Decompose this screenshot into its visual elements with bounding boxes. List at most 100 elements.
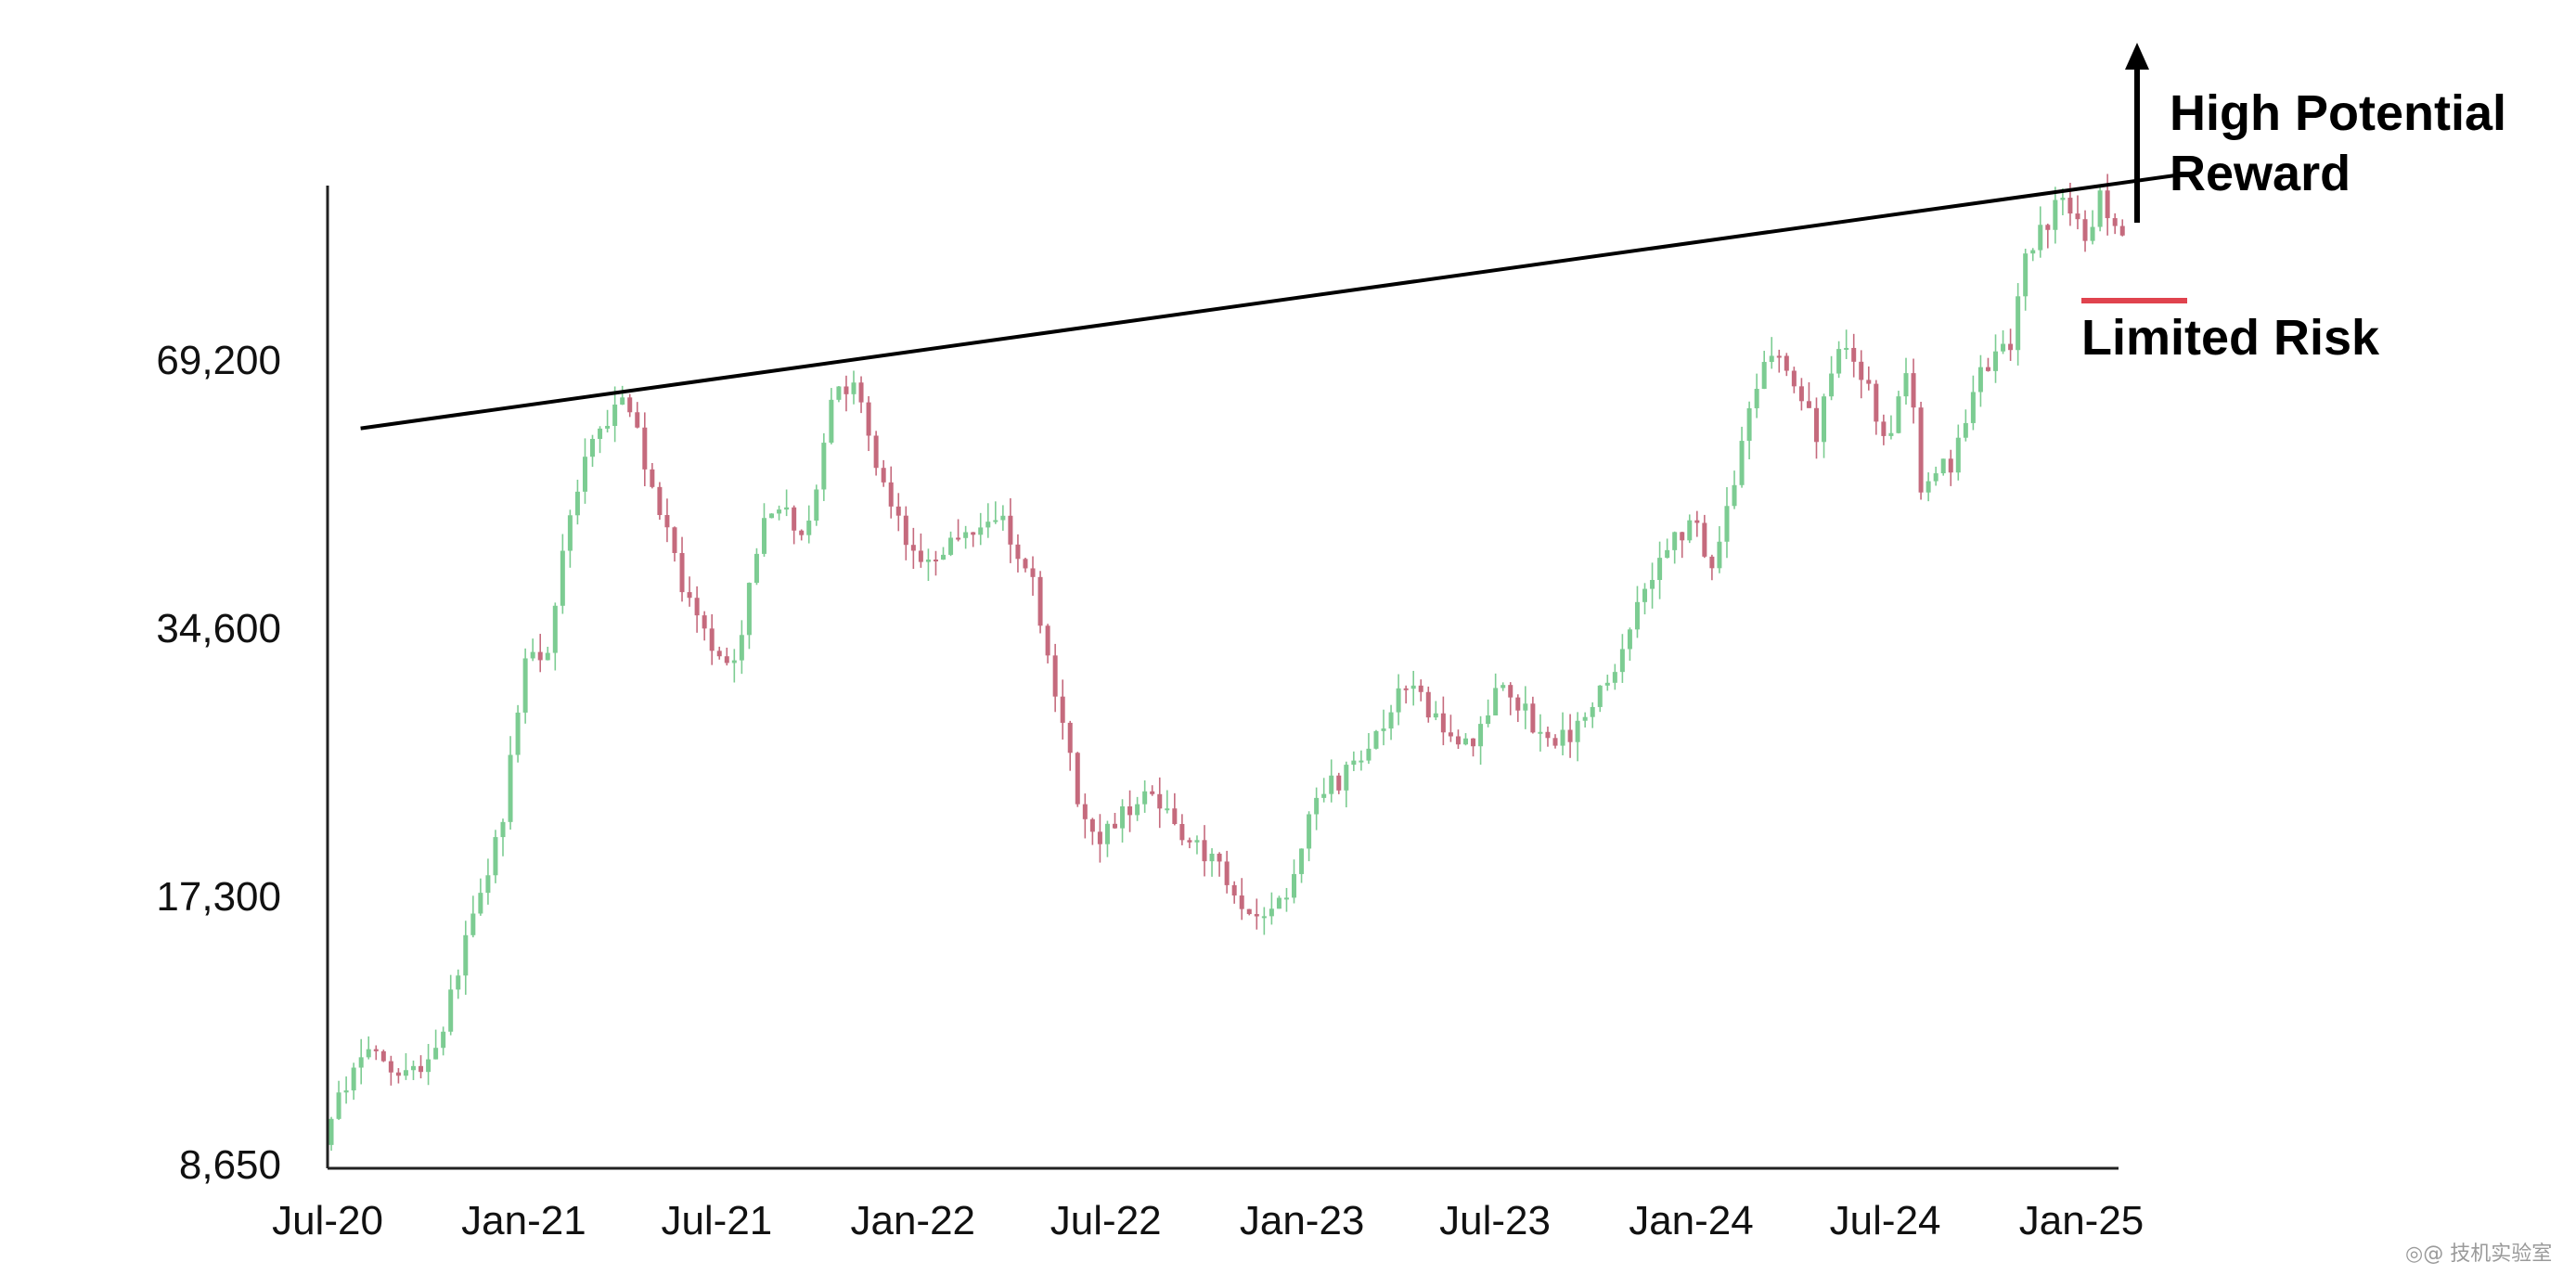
candle-body [1292, 873, 1297, 898]
candle [1888, 415, 1894, 440]
candle [470, 895, 476, 938]
candle-body [2045, 225, 2051, 230]
candle-body [1276, 897, 1282, 909]
candle-body [1269, 908, 1274, 917]
candle [1433, 701, 1438, 721]
candle [1239, 878, 1244, 921]
candle-body [1619, 649, 1625, 673]
candle [925, 548, 931, 582]
candle-body [925, 560, 931, 562]
candle [1836, 341, 1842, 379]
candle [716, 646, 722, 660]
candle-body [873, 435, 879, 469]
candle [1650, 562, 1655, 609]
candle [1396, 674, 1401, 726]
candle [1366, 733, 1372, 765]
candle-body [858, 382, 864, 403]
candle-body [1231, 884, 1237, 896]
candle [851, 370, 857, 405]
candle-body [1202, 840, 1207, 862]
candle [1851, 333, 1857, 378]
candle-body [642, 427, 648, 470]
candle-body [590, 438, 596, 457]
candle [709, 613, 715, 665]
candle-body [1844, 347, 1849, 350]
candle-body [933, 560, 938, 562]
candle [1627, 627, 1632, 662]
candle-body [1366, 748, 1372, 761]
y-tick-labels: 8,650 17,300 34,600 69,200 [156, 338, 281, 1188]
candle [1866, 366, 1872, 391]
candle [941, 547, 947, 560]
candle-body [1246, 908, 1252, 915]
candle-body [2119, 225, 2125, 236]
x-tick-labels: Jul-20 Jan-21 Jul-21 Jan-22 Jul-22 Jan-23 Jul-… [272, 1198, 2144, 1243]
candle [731, 649, 737, 683]
candle [1515, 694, 1521, 723]
candle [1993, 334, 1999, 383]
y-tick-label: 17,300 [156, 874, 281, 920]
candle-body [1060, 696, 1065, 723]
candle [612, 386, 618, 443]
candle-body [500, 821, 506, 838]
candle-body [1642, 588, 1648, 602]
candle-body [971, 532, 976, 535]
candle [858, 376, 864, 414]
candle [1806, 382, 1811, 408]
x-tick-label: Jul-20 [272, 1198, 383, 1243]
candle [1552, 734, 1558, 749]
candle [1754, 373, 1759, 419]
candle-body [1329, 775, 1334, 794]
candle [388, 1055, 393, 1086]
candle [1903, 357, 1909, 405]
candle-body [836, 386, 842, 400]
candle-body [1672, 532, 1678, 550]
candle-body [1037, 576, 1043, 626]
candle-body [895, 506, 901, 516]
candle [1732, 470, 1737, 509]
candle-body [1321, 793, 1327, 798]
candle-body [1493, 688, 1499, 715]
candle-body [598, 428, 603, 439]
candlestick-series [328, 174, 2125, 1152]
candle-body [1575, 720, 1580, 742]
candle [358, 1038, 364, 1085]
candle-body [1388, 712, 1394, 729]
candle-body [1650, 580, 1655, 589]
candle [635, 402, 640, 429]
candle-body [761, 518, 766, 554]
candle-body [941, 554, 947, 560]
candle [1604, 675, 1610, 691]
candle [746, 582, 752, 650]
candle-body [1187, 840, 1192, 843]
candle [1545, 727, 1551, 747]
candle [1231, 881, 1237, 904]
candle-body [814, 489, 819, 522]
candle [433, 1029, 439, 1060]
candle [1501, 682, 1506, 691]
candle [1761, 351, 1767, 390]
candle [866, 395, 871, 452]
candle-body [844, 386, 849, 394]
candle-body [1798, 386, 1804, 402]
candle [1829, 355, 1835, 401]
candle-body [478, 893, 483, 914]
candle [1172, 792, 1178, 826]
candle [500, 818, 506, 856]
candle [2090, 210, 2095, 245]
candle [2053, 187, 2058, 244]
candle-body [1874, 383, 1879, 422]
candle-body [792, 507, 797, 531]
candle [1127, 790, 1133, 832]
candle [971, 532, 976, 547]
candle [336, 1080, 341, 1120]
candle-body [2008, 343, 2014, 351]
candle [1023, 557, 1028, 573]
candle-body [2060, 198, 2066, 200]
x-tick-label: Jan-21 [461, 1198, 586, 1243]
candle [620, 385, 625, 406]
candle-body [1784, 355, 1789, 371]
reward-arrow-head [2125, 43, 2149, 70]
candle-body [1754, 389, 1759, 408]
